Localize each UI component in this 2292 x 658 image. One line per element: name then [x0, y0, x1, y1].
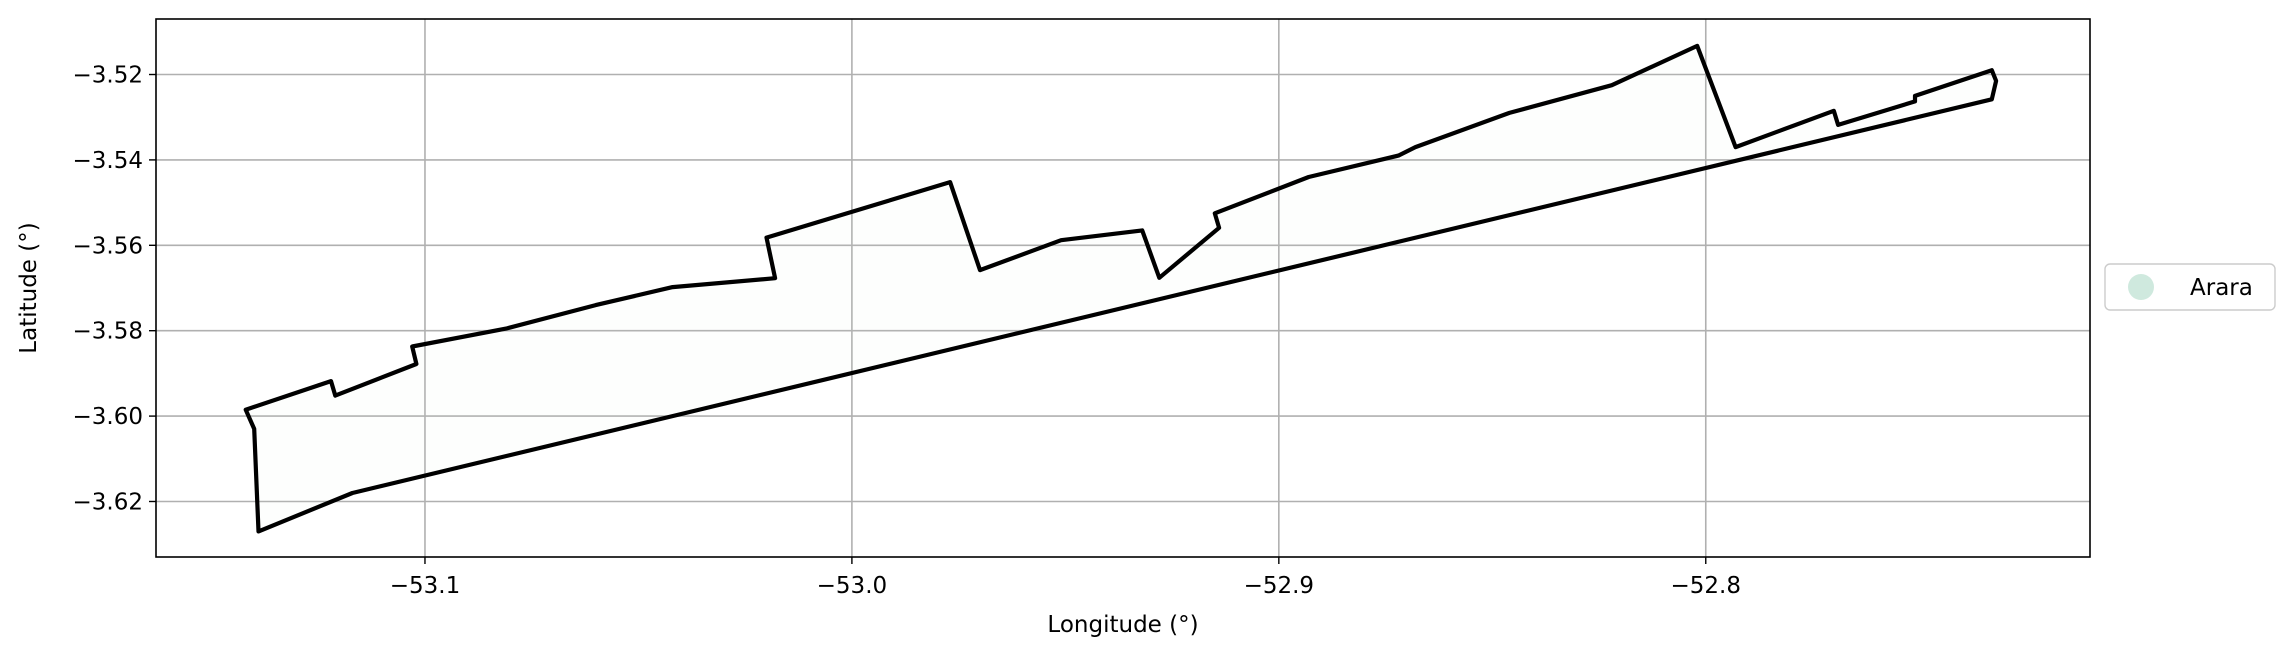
y-axis-label: Latitude (°) — [16, 222, 42, 353]
legend: Arara — [2104, 263, 2276, 311]
region-arara — [243, 43, 1999, 534]
x-tick-label: −53.0 — [817, 573, 887, 599]
grid-lines — [156, 19, 2090, 557]
y-axis-ticks: −3.52 −3.54 −3.56 −3.58 −3.60 −3.62 — [73, 63, 156, 515]
x-axis-label: Longitude (°) — [1047, 612, 1198, 638]
y-tick-label: −3.54 — [73, 148, 143, 174]
axes-background — [156, 19, 2090, 557]
region-fill — [245, 45, 1997, 532]
y-tick-label: −3.58 — [73, 319, 143, 345]
y-tick-label: −3.60 — [73, 404, 143, 430]
legend-marker-arara — [2128, 274, 2154, 300]
axes-frame — [155, 18, 2091, 558]
x-tick-label: −52.9 — [1244, 573, 1314, 599]
x-tick-label: −52.8 — [1671, 573, 1741, 599]
y-tick-label: −3.56 — [73, 233, 143, 259]
y-tick-label: −3.62 — [73, 489, 143, 515]
region-boundary-line — [243, 43, 1999, 534]
legend-label-arara: Arara — [2190, 275, 2253, 301]
plot-area: −53.1 −53.0 −52.9 −52.8 −3.52−3.54−3.56−3.5… — [73, 18, 2091, 599]
x-axis-ticks: −53.1 −53.0 −52.9 −52.8 — [390, 557, 1741, 599]
y-tick-label: −3.52 — [73, 63, 143, 89]
x-tick-label: −53.1 — [390, 573, 460, 599]
legend-box — [2104, 263, 2276, 311]
